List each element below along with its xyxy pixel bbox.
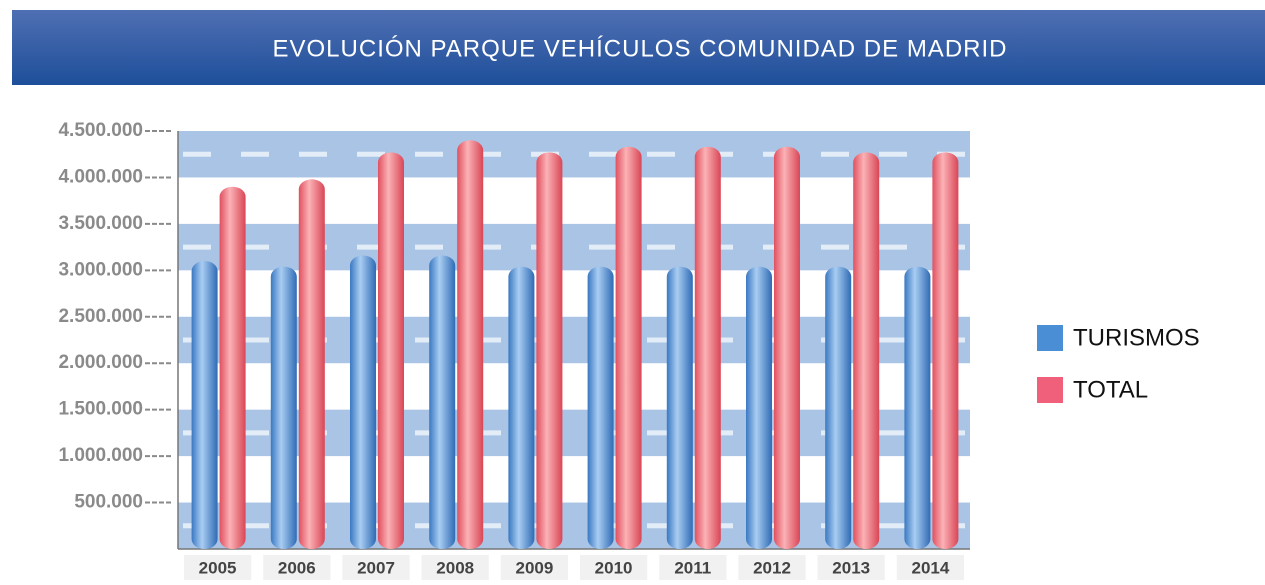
x-tick-label: 2012 [753, 558, 791, 577]
band [178, 223, 970, 271]
bar [378, 152, 404, 549]
x-label-box [184, 555, 252, 580]
bar [615, 146, 642, 549]
bar [536, 152, 563, 549]
bar [350, 255, 376, 549]
x-label-box [263, 555, 331, 580]
x-tick-label: 2014 [911, 558, 949, 577]
x-label-box [421, 555, 489, 580]
bar [587, 266, 614, 549]
x-tick-label: 2007 [357, 558, 395, 577]
bar [191, 261, 218, 549]
x-label-box [738, 555, 806, 580]
y-tick-label: 3.500.000 [58, 213, 143, 234]
x-tick-label: 2011 [674, 558, 711, 577]
bar [932, 152, 959, 549]
bar [746, 266, 772, 549]
bar [853, 152, 880, 549]
y-tick-label: 4.000.000 [58, 166, 143, 187]
x-label-box [896, 555, 964, 580]
title-banner [12, 10, 1265, 85]
x-tick-label: 2009 [515, 558, 553, 577]
bar [429, 255, 456, 549]
bar [825, 266, 852, 549]
x-tick-label: 2013 [832, 558, 870, 577]
x-label-box [500, 555, 568, 580]
bar [666, 266, 693, 549]
x-tick-label: 2010 [595, 558, 633, 577]
bar [457, 140, 484, 550]
x-tick-label: 2006 [278, 558, 316, 577]
bar [219, 186, 246, 549]
x-label-box [659, 555, 727, 580]
legend-swatch [1037, 377, 1063, 403]
legend-swatch [1037, 325, 1063, 351]
x-tick-label: 2008 [436, 558, 474, 577]
bar [904, 266, 931, 549]
y-tick-label: 1.000.000 [58, 445, 143, 466]
legend-label: TOTAL [1073, 376, 1148, 403]
bar [774, 146, 800, 549]
bar [694, 146, 721, 549]
band [178, 131, 970, 178]
y-tick-label: 1.500.000 [58, 399, 143, 420]
x-label-box [580, 555, 648, 580]
y-tick-label: 3.000.000 [58, 259, 143, 280]
x-tick-label: 2005 [199, 558, 237, 577]
y-tick-label: 2.000.000 [58, 352, 143, 373]
chart-title: EVOLUCIÓN PARQUE VEHÍCULOS COMUNIDAD DE … [273, 35, 1008, 62]
y-tick-label: 2.500.000 [58, 306, 143, 327]
bar [298, 179, 325, 549]
y-tick-label: 4.500.000 [58, 120, 143, 141]
x-label-box [342, 555, 410, 580]
bar [270, 266, 297, 549]
y-tick-label: 500.000 [74, 492, 143, 513]
bar [508, 266, 535, 549]
legend-label: TURISMOS [1073, 324, 1200, 351]
x-label-box [817, 555, 885, 580]
